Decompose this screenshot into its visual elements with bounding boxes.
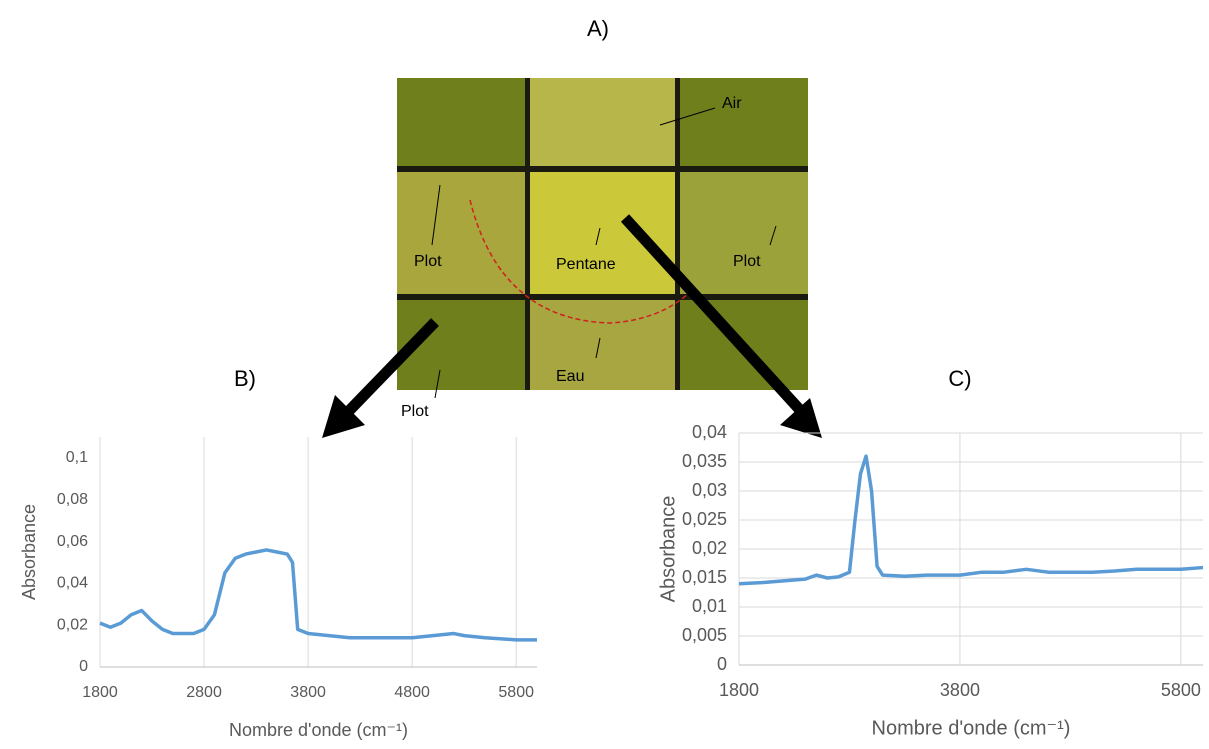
boundary (469, 199, 691, 324)
grid-bar (397, 294, 808, 300)
photo: Air Plot Pentane Plot Eau Plot (397, 78, 808, 420)
data-line (738, 454, 1204, 586)
x-tick-label: 1800 (82, 684, 118, 701)
photo-label: Air (722, 95, 742, 112)
x-tick-label: 2800 (186, 684, 222, 701)
x-tick-label: 1800 (719, 680, 759, 700)
y-tick-label: 0,025 (682, 509, 727, 529)
x-tick-label: 3800 (290, 684, 326, 701)
y-tick-label: 0 (717, 654, 727, 674)
x-axis-label: Nombre d'onde (cm⁻¹) (872, 717, 1071, 739)
grid-bar (525, 78, 530, 390)
y-tick-label: 0,015 (682, 567, 727, 587)
y-tick-label: 0,03 (692, 480, 727, 500)
panel-label: A) (587, 16, 609, 41)
y-axis-label: Absorbance (657, 496, 679, 603)
x-tick-label: 3800 (940, 680, 980, 700)
y-tick-label: 0,02 (692, 538, 727, 558)
y-axis-label: Absorbance (19, 504, 39, 600)
photo-label: Pentane (556, 256, 616, 273)
y-tick-label: 0,04 (692, 422, 727, 442)
cell (530, 172, 675, 294)
photo-label: Eau (556, 368, 584, 385)
x-axis-label: Nombre d'onde (cm⁻¹) (229, 720, 408, 740)
photo-label: Plot (401, 403, 429, 420)
photo-label: Plot (733, 253, 761, 270)
cell (530, 78, 675, 166)
y-tick-label: 0,005 (682, 625, 727, 645)
y-tick-label: 0,06 (57, 533, 88, 550)
x-tick-label: 5800 (498, 684, 534, 701)
y-tick-label: 0 (79, 658, 88, 675)
y-tick-label: 0,01 (692, 596, 727, 616)
photo-label: Plot (414, 253, 442, 270)
grid-bar (675, 78, 680, 390)
grid-bar (397, 166, 808, 172)
x-tick-label: 4800 (394, 684, 430, 701)
y-tick-label: 0,1 (66, 449, 88, 466)
y-tick-label: 0,08 (57, 491, 88, 508)
x-tick-label: 5800 (1161, 680, 1201, 700)
pointers (431, 107, 777, 399)
y-tick-label: 0,035 (682, 451, 727, 471)
cell (680, 172, 808, 294)
big-arrows (322, 214, 822, 438)
y-tick-label: 0,02 (57, 616, 88, 633)
cell (530, 300, 675, 390)
data-line (99, 548, 537, 642)
panel-label: B) (234, 366, 256, 391)
panel-label: C) (948, 366, 971, 391)
y-tick-label: 0,04 (57, 575, 88, 592)
